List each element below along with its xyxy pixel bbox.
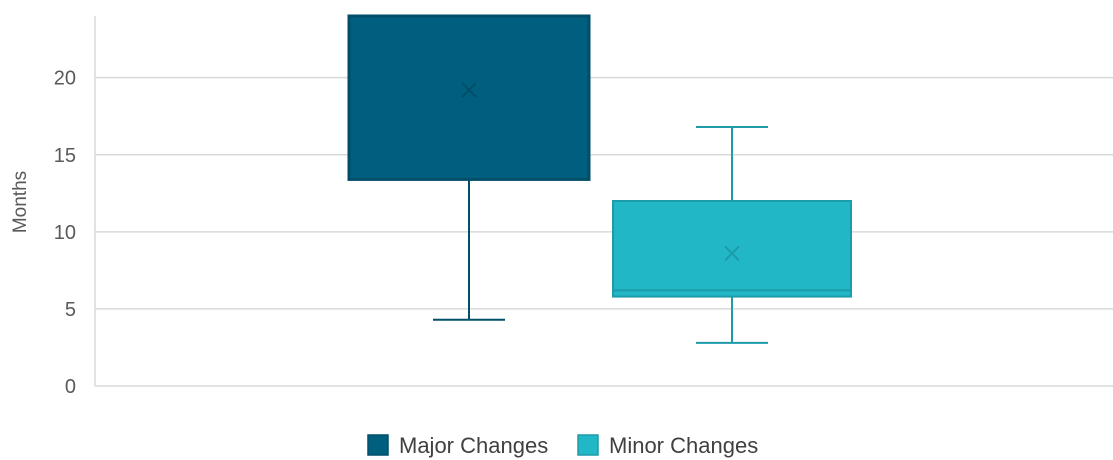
y-axis-title: Months: [10, 171, 31, 233]
y-tick-label: 5: [65, 299, 76, 321]
gridlines: [94, 16, 1113, 387]
legend: Major Changes Minor Changes: [367, 433, 758, 458]
legend-item-major-changes: Major Changes: [367, 433, 548, 458]
legend-swatch: [577, 434, 599, 456]
y-axis: 0 5 10 15 20: [54, 68, 76, 398]
y-tick-label: 20: [54, 68, 76, 90]
iqr-box: [612, 200, 852, 298]
legend-swatch: [367, 434, 389, 456]
mean-marker: [724, 245, 740, 262]
y-tick-label: 15: [54, 145, 76, 167]
box-major-changes: [347, 14, 591, 321]
box-minor-changes: [612, 126, 852, 344]
y-tick-label: 0: [65, 376, 76, 398]
y-tick-label: 10: [54, 222, 76, 244]
legend-label: Major Changes: [399, 433, 548, 458]
legend-item-minor-changes: Minor Changes: [577, 433, 758, 458]
plot-area: [347, 14, 852, 344]
legend-label: Minor Changes: [609, 433, 758, 458]
iqr-box: [347, 14, 591, 181]
mean-marker: [461, 82, 477, 98]
